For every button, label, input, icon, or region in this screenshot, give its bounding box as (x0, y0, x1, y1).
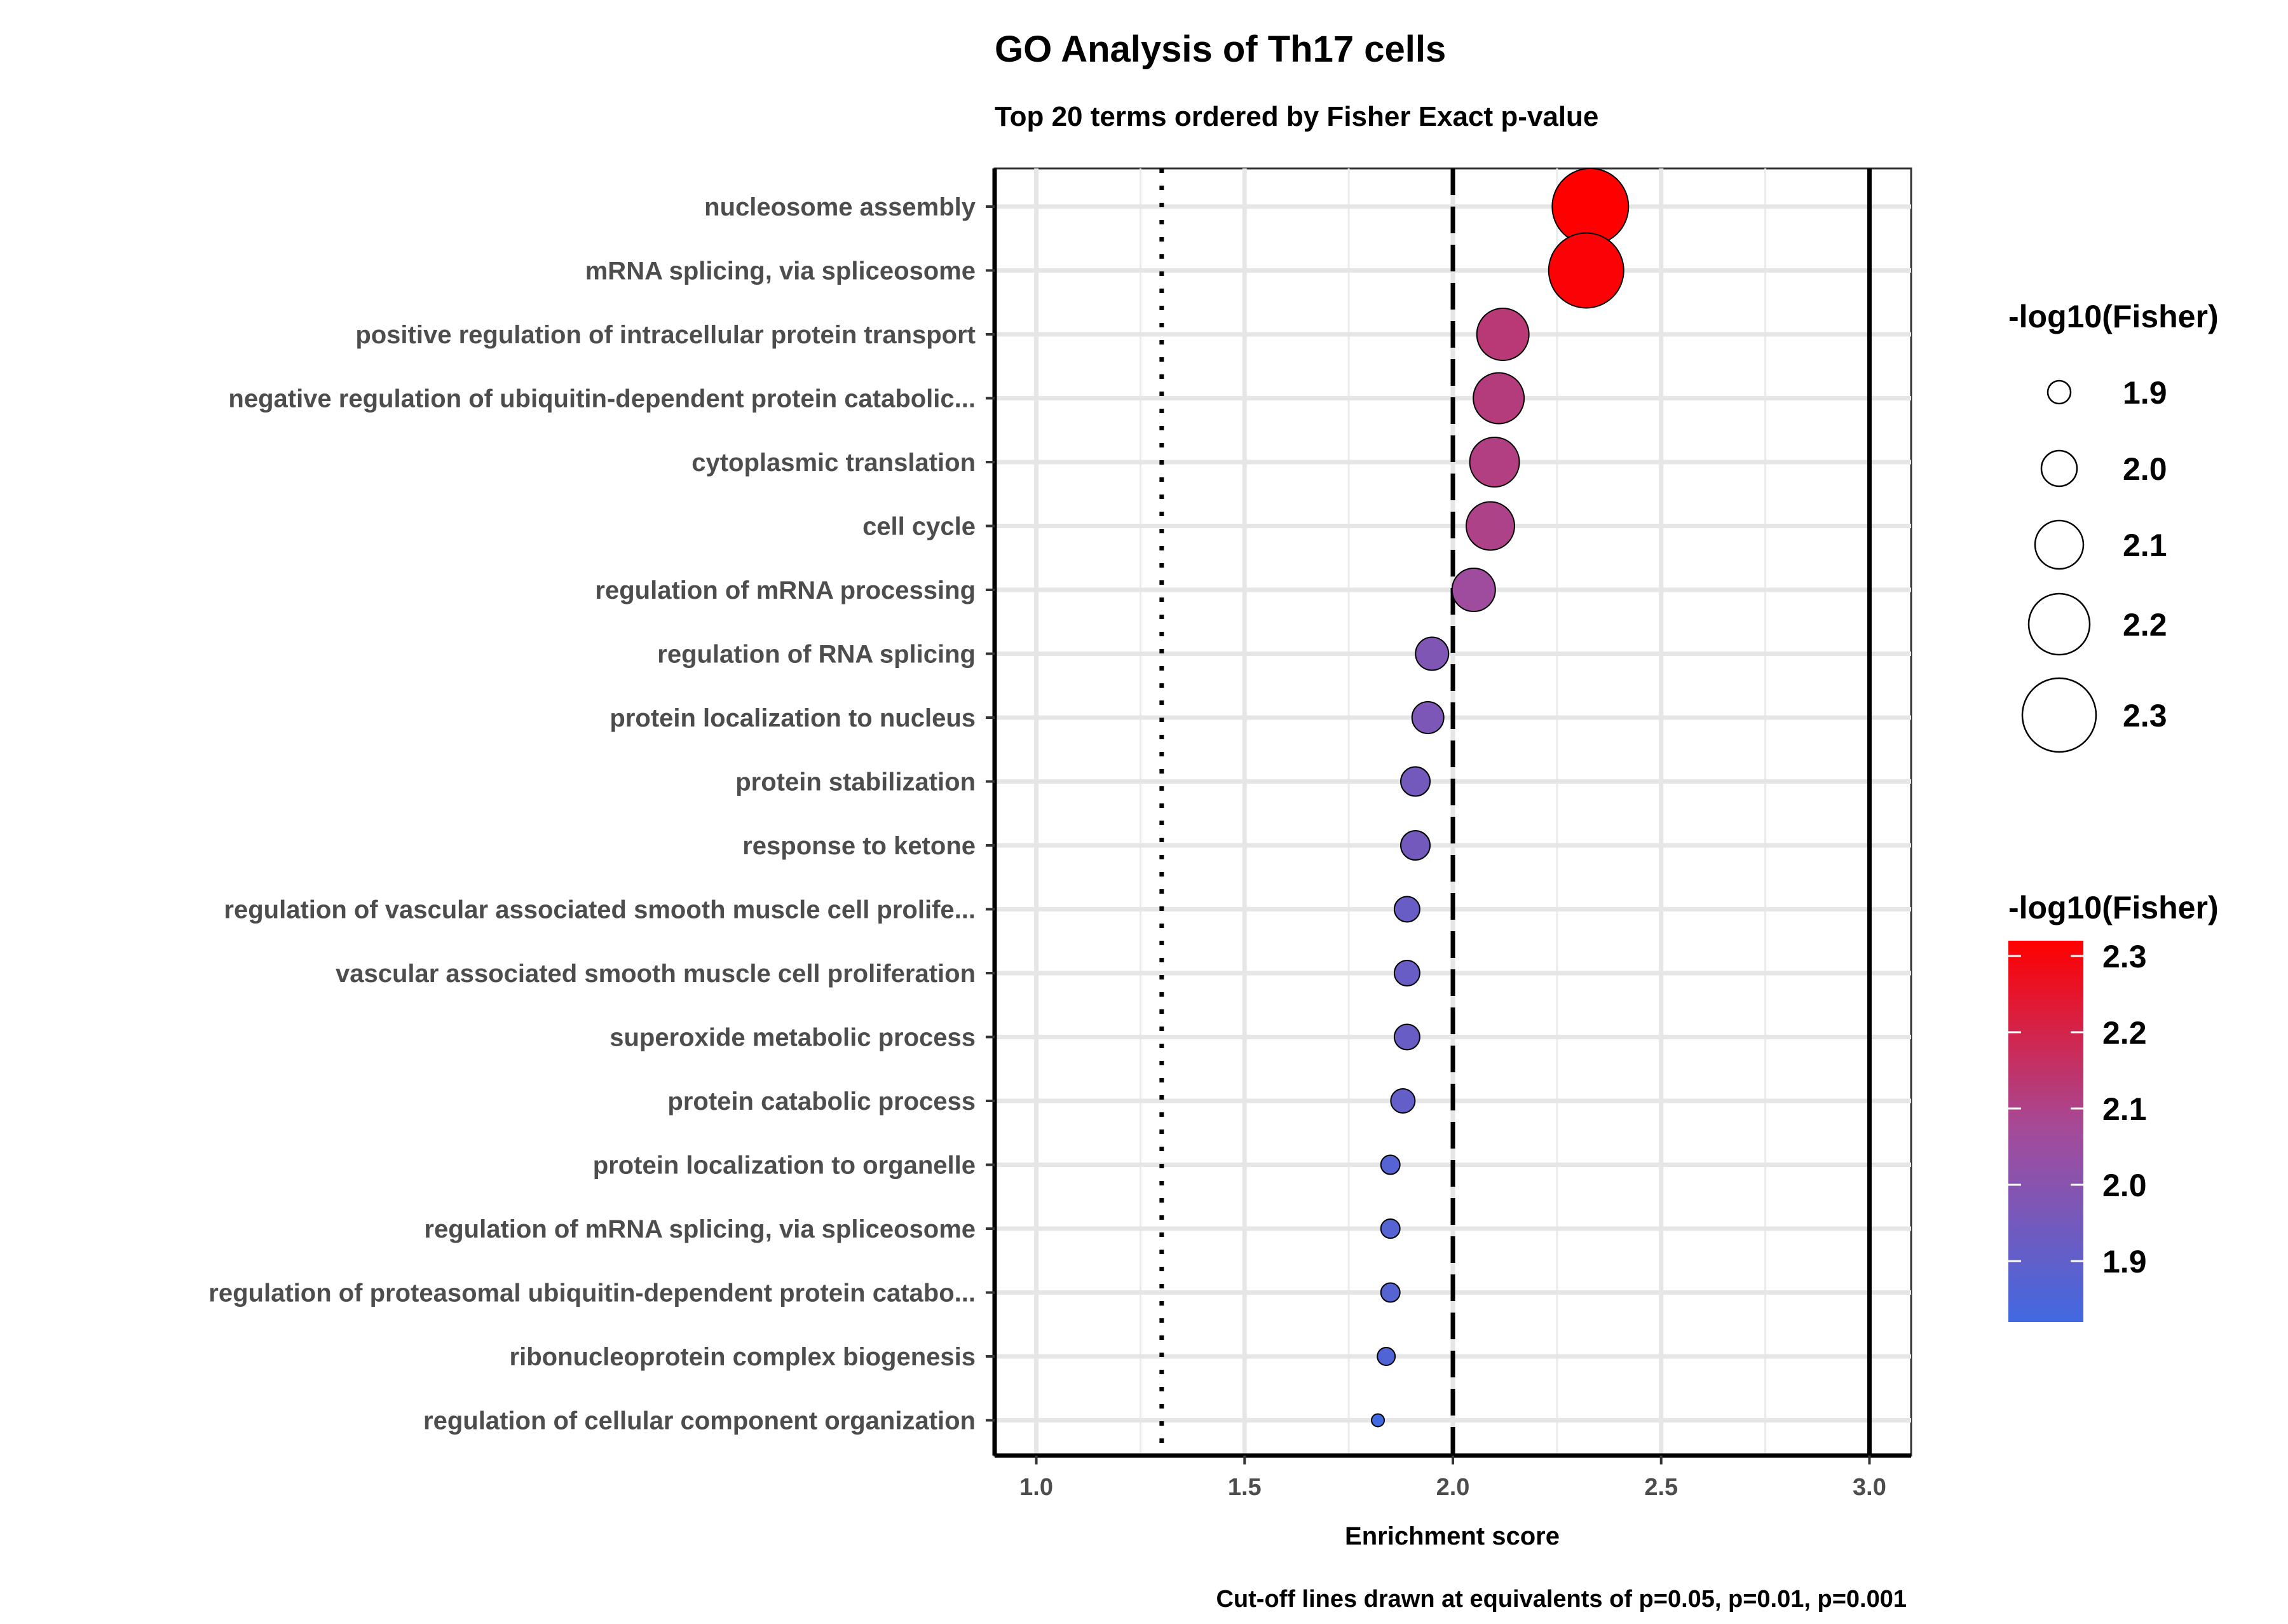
x-axis-ticks: 1.0 1.5 2.0 2.5 3.0 (1019, 1456, 1886, 1501)
chart-title: GO Analysis of Th17 cells (995, 29, 1446, 70)
y-axis-label: mRNA splicing, via spliceosome (585, 257, 976, 285)
y-axis-label: response to ketone (742, 832, 976, 860)
x-tick-label: 2.5 (1644, 1474, 1678, 1501)
data-point (1390, 1088, 1416, 1114)
size-legend-key (2021, 677, 2097, 753)
colorbar (2008, 941, 2083, 1322)
size-legend-key (2040, 449, 2078, 488)
size-legend-title: -log10(Fisher) (2008, 299, 2219, 334)
data-point (1548, 232, 1624, 309)
data-point (1469, 437, 1520, 488)
y-axis-label: protein localization to organelle (593, 1152, 976, 1180)
y-axis-label: ribonucleoprotein complex biogenesis (510, 1343, 976, 1371)
x-tick-label: 2.0 (1436, 1474, 1470, 1501)
size-legend-label: 2.3 (2123, 698, 2167, 734)
data-point (1415, 636, 1450, 671)
size-legend-label: 1.9 (2123, 375, 2167, 411)
data-point (1400, 830, 1431, 861)
data-point (1451, 568, 1496, 612)
size-legend-label: 2.2 (2123, 607, 2167, 643)
y-axis-label: cytoplasmic translation (691, 449, 976, 477)
color-legend: -log10(Fisher) 1.9 2.0 2.1 2.2 2.3 (2008, 890, 2219, 1322)
colorbar-label: 2.3 (2102, 939, 2147, 974)
size-legend: -log10(Fisher) 1.9 2.0 2.1 2.2 2.3 (2008, 299, 2219, 753)
colorbar-label: 2.2 (2102, 1015, 2147, 1051)
data-point (1380, 1282, 1401, 1303)
x-tick-label: 1.0 (1019, 1474, 1053, 1501)
colorbar-label: 1.9 (2102, 1244, 2147, 1279)
size-legend-label: 2.1 (2123, 528, 2167, 563)
y-axis-label: vascular associated smooth muscle cell p… (336, 960, 976, 988)
y-axis-label: negative regulation of ubiquitin-depende… (228, 385, 976, 413)
data-point (1476, 308, 1530, 361)
y-axis-label: regulation of proteasomal ubiquitin-depe… (208, 1279, 976, 1307)
data-point (1473, 372, 1525, 425)
data-point (1371, 1413, 1386, 1428)
x-axis-title: Enrichment score (1345, 1522, 1560, 1550)
y-axis-label: protein catabolic process (667, 1088, 976, 1116)
data-point (1377, 1347, 1396, 1366)
y-axis-label: nucleosome assembly (704, 193, 976, 221)
colorbar-label: 2.0 (2102, 1168, 2147, 1203)
x-tick-label: 3.0 (1853, 1474, 1886, 1501)
data-points (1371, 168, 1630, 1428)
size-legend-key (2027, 592, 2091, 656)
data-point (1465, 501, 1515, 551)
data-point (1400, 766, 1431, 797)
y-axis-label: positive regulation of intracellular pro… (355, 321, 976, 349)
y-axis-label: regulation of vascular associated smooth… (224, 896, 976, 924)
y-axis-label: regulation of cellular component organiz… (423, 1407, 976, 1435)
y-axis-label: regulation of mRNA processing (595, 577, 976, 604)
data-point (1411, 701, 1445, 734)
cutoff-lines (1159, 168, 1872, 1456)
y-axis-label: protein stabilization (735, 768, 976, 796)
data-point (1393, 896, 1420, 923)
size-legend-key (2034, 519, 2085, 570)
size-legend-label: 2.0 (2123, 451, 2167, 487)
colorbar-label: 2.1 (2102, 1091, 2147, 1127)
data-point (1380, 1218, 1401, 1239)
chart-caption: Cut-off lines drawn at equivalents of p=… (1216, 1586, 1907, 1613)
color-legend-title: -log10(Fisher) (2008, 890, 2219, 925)
size-legend-key (2046, 379, 2072, 405)
y-axis-label: superoxide metabolic process (609, 1024, 976, 1052)
y-axis-label: regulation of RNA splicing (657, 641, 976, 669)
data-point (1380, 1154, 1401, 1175)
y-axis-labels: nucleosome assembly mRNA splicing, via sp… (208, 193, 995, 1435)
chart-subtitle: Top 20 terms ordered by Fisher Exact p-v… (995, 101, 1598, 132)
y-axis-label: cell cycle (862, 513, 976, 541)
data-point (1393, 1023, 1420, 1051)
x-tick-label: 1.5 (1228, 1474, 1262, 1501)
data-point (1393, 960, 1420, 986)
y-axis-label: regulation of mRNA splicing, via spliceo… (424, 1215, 976, 1243)
y-axis-label: protein localization to nucleus (609, 704, 976, 732)
